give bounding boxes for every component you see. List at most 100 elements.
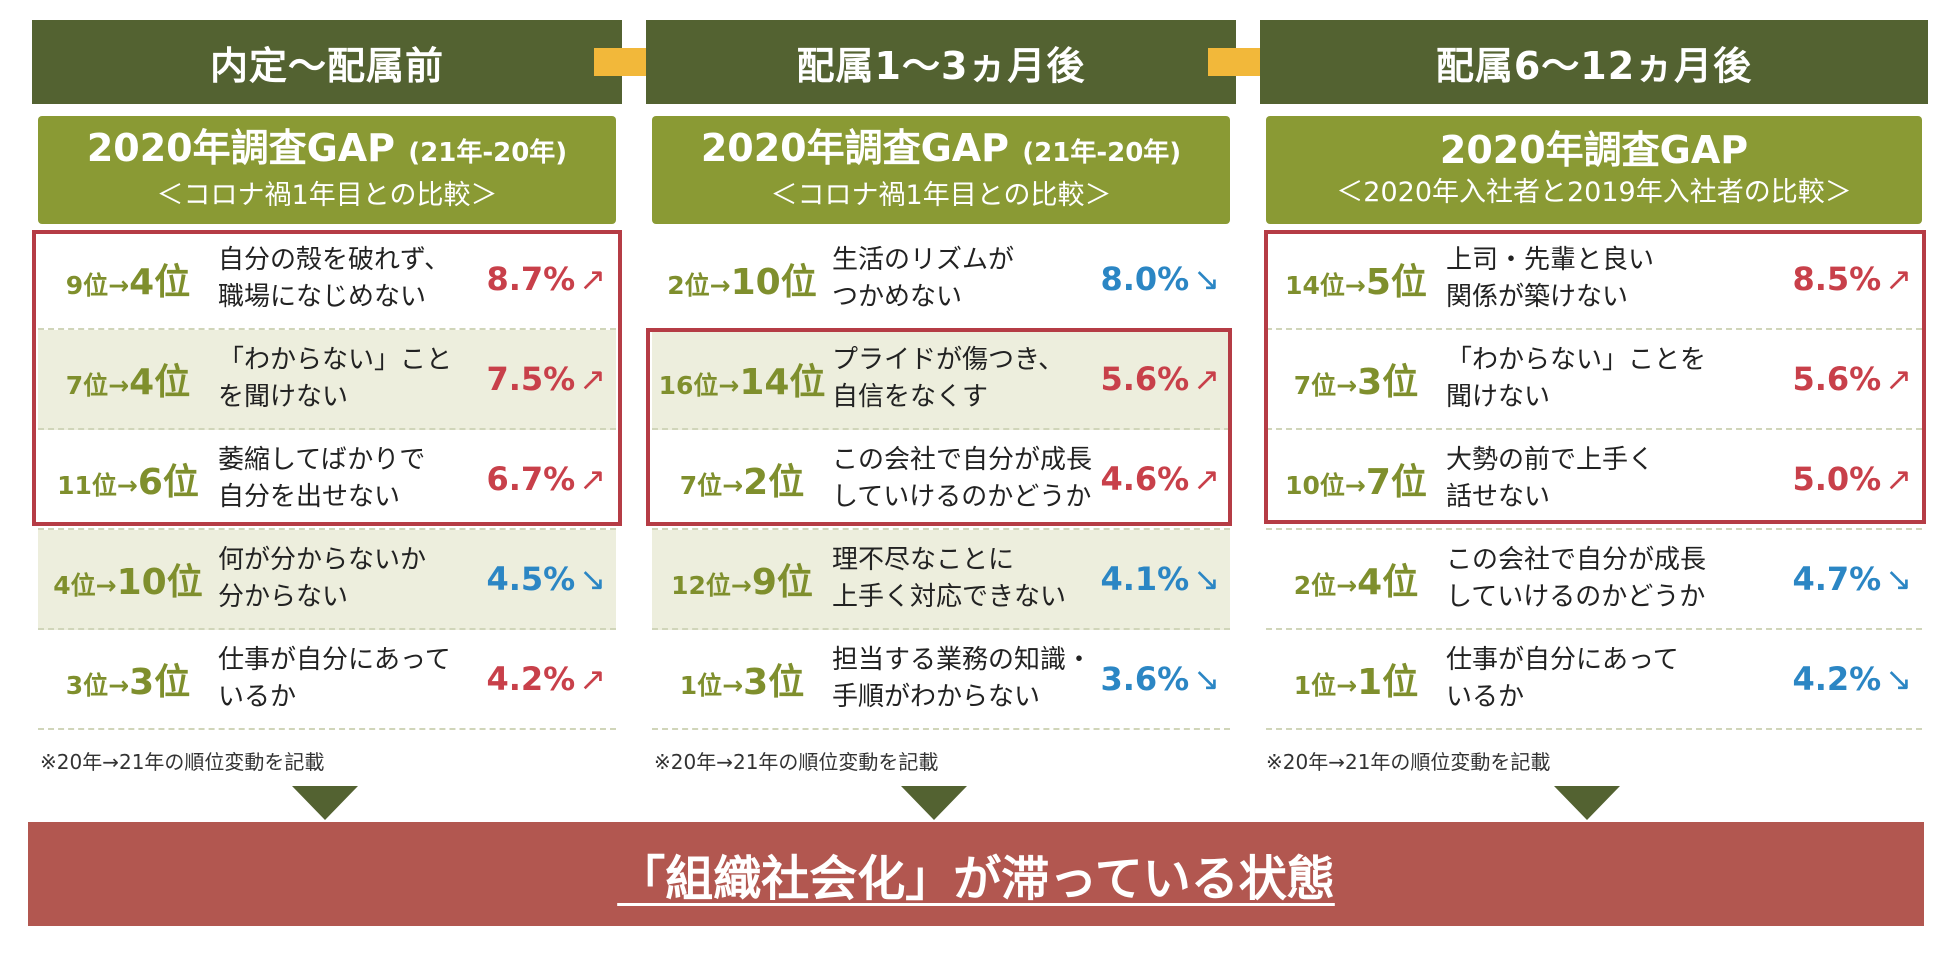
gap-percentage: 5.6% ↗ (1708, 360, 1922, 398)
survey-subtitle: ＜2020年入社者と2019年入社者の比較＞ (1336, 177, 1852, 208)
survey-subtitle: ＜コロナ禍1年目との比較＞ (156, 179, 498, 211)
survey-title-main: 2020年調査GAP (86, 125, 396, 170)
concern-row: 10位→7位 大勢の前で上手く 話せない 5.0% ↗ (1266, 430, 1922, 530)
trend-up-icon: ↗ (1885, 360, 1912, 398)
concern-line2: 聞けない (1446, 382, 1551, 412)
concern-line2: 上手く対応できない (832, 582, 1067, 612)
concern-text: 理不尽なことに 上手く対応できない (832, 542, 1094, 616)
rank-from: 4位 (53, 571, 96, 600)
rank-from: 2位 (1293, 571, 1337, 600)
rank-to: 5位 (1365, 262, 1427, 303)
stage-header-1: 内定～配属前 (32, 20, 622, 104)
rank-change: 1位→1位 (1266, 653, 1446, 705)
stage-header-label: 配属6～12ヵ月後 (1435, 43, 1753, 88)
rank-change: 16位→14位 (652, 353, 832, 405)
rank-from: 7位 (679, 471, 723, 500)
concern-line1: 何が分からないか (218, 545, 427, 575)
gap-value: 4.2% (1792, 660, 1882, 698)
stage-header-label: 配属1～3ヵ月後 (796, 43, 1086, 88)
rank-to: 3位 (129, 662, 191, 703)
rank-to: 14位 (739, 362, 826, 403)
concern-text: 上司・先輩と良い 関係が築けない (1446, 242, 1708, 316)
concern-row: 16位→14位 プライドが傷つき、 自信をなくす 5.6% ↗ (652, 330, 1230, 430)
survey-title-suffix: (21年-20年) (408, 137, 568, 168)
rank-arrow-icon: → (95, 571, 117, 600)
concern-text: この会社で自分が成長 していけるのかどうか (1446, 542, 1708, 616)
concern-row: 7位→4位 「わからない」こと を聞けない 7.5% ↗ (38, 330, 616, 430)
rank-from: 1位 (679, 671, 723, 700)
survey-title-main: 2020年調査GAP (1439, 128, 1749, 172)
concern-line1: プライドが傷つき、 (832, 345, 1065, 375)
rank-change: 10位→7位 (1266, 453, 1446, 505)
trend-up-icon: ↗ (579, 460, 606, 498)
survey-title-suffix: (21年-20年) (1022, 137, 1182, 168)
concern-line2: 自信をなくす (832, 382, 989, 412)
rank-arrow-icon: → (108, 671, 130, 700)
rank-arrow-icon: → (722, 671, 744, 700)
concern-row: 1位→3位 担当する業務の知識・ 手順がわからない 3.6% ↘ (652, 630, 1230, 730)
gap-value: 5.6% (1792, 360, 1882, 398)
concern-text: 萎縮してばかりで 自分を出せない (218, 442, 480, 516)
rank-to: 3位 (1357, 362, 1419, 403)
rank-to: 6位 (137, 462, 199, 503)
rank-to: 4位 (129, 362, 191, 403)
rank-to: 9位 (751, 562, 813, 603)
stage-header-3: 配属6～12ヵ月後 (1260, 20, 1928, 104)
rank-arrow-icon: → (1336, 371, 1358, 400)
concern-text: この会社で自分が成長 していけるのかどうか (832, 442, 1094, 516)
trend-down-icon: ↘ (1193, 660, 1220, 698)
concern-line1: 萎縮してばかりで (218, 445, 426, 475)
rank-change: 12位→9位 (652, 553, 832, 605)
gap-percentage: 4.2% ↗ (480, 660, 616, 698)
concern-text: 自分の殻を破れず、 職場になじめない (218, 242, 480, 316)
rank-from: 10位 (1285, 471, 1345, 500)
survey-box-1: 2020年調査GAP (21年-20年) ＜コロナ禍1年目との比較＞ (38, 116, 616, 224)
rank-to: 1位 (1357, 662, 1419, 703)
gap-percentage: 4.1% ↘ (1094, 560, 1230, 598)
gap-percentage: 4.6% ↗ (1094, 460, 1230, 498)
footnote-2: ※20年→21年の順位変動を記載 (654, 750, 939, 774)
concern-line2: 話せない (1446, 482, 1551, 512)
concern-line1: 仕事が自分にあって (1446, 645, 1679, 675)
trend-up-icon: ↗ (1193, 460, 1220, 498)
rank-to: 2位 (743, 462, 805, 503)
stage-header-2: 配属1～3ヵ月後 (646, 20, 1236, 104)
down-triangle-icon (901, 786, 967, 820)
rank-change: 1位→3位 (652, 653, 832, 705)
concern-line1: 上司・先輩と良い (1446, 245, 1655, 275)
down-triangle-icon (1554, 786, 1620, 820)
trend-up-icon: ↗ (579, 360, 606, 398)
concern-row: 2位→10位 生活のリズムが つかめない 8.0% ↘ (652, 230, 1230, 330)
concern-line2: つかめない (832, 282, 963, 312)
concern-row: 1位→1位 仕事が自分にあって いるか 4.2% ↘ (1266, 630, 1922, 730)
trend-up-icon: ↗ (579, 660, 606, 698)
rank-change: 14位→5位 (1266, 253, 1446, 305)
concern-line2: していけるのかどうか (1446, 582, 1706, 612)
rank-from: 7位 (65, 371, 109, 400)
concern-line1: 自分の殻を破れず、 (218, 245, 451, 275)
gap-percentage: 3.6% ↘ (1094, 660, 1230, 698)
trend-down-icon: ↘ (1193, 560, 1220, 598)
rank-to: 4位 (129, 262, 191, 303)
trend-down-icon: ↘ (1885, 660, 1912, 698)
gap-value: 4.7% (1792, 560, 1882, 598)
concern-row: 9位→4位 自分の殻を破れず、 職場になじめない 8.7% ↗ (38, 230, 616, 330)
concern-row: 12位→9位 理不尽なことに 上手く対応できない 4.1% ↘ (652, 530, 1230, 630)
gap-percentage: 5.0% ↗ (1708, 460, 1922, 498)
gap-value: 4.5% (486, 560, 576, 598)
rank-arrow-icon: → (730, 571, 752, 600)
concern-line1: 大勢の前で上手く (1446, 445, 1655, 475)
gap-percentage: 8.7% ↗ (480, 260, 616, 298)
rank-change: 7位→2位 (652, 453, 832, 505)
rank-to: 10位 (116, 562, 203, 603)
footnote-3: ※20年→21年の順位変動を記載 (1266, 750, 1551, 774)
concern-text: 仕事が自分にあって いるか (218, 642, 480, 716)
trend-up-icon: ↗ (1885, 460, 1912, 498)
concern-row: 2位→4位 この会社で自分が成長 していけるのかどうか 4.7% ↘ (1266, 530, 1922, 630)
trend-up-icon: ↗ (1193, 360, 1220, 398)
rank-change: 2位→10位 (652, 253, 832, 305)
survey-title: 2020年調査GAP (21年-20年) (87, 125, 567, 176)
concern-line2: 手順がわからない (832, 682, 1041, 712)
rank-to: 4位 (1357, 562, 1419, 603)
gap-percentage: 8.5% ↗ (1708, 260, 1922, 298)
